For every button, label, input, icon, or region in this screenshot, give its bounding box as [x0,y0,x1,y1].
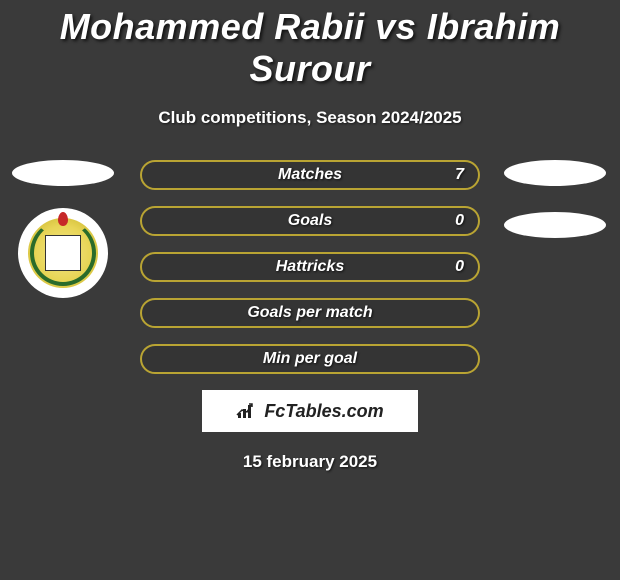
comparison-area: Matches 7 Goals 0 Hattricks 0 Goals per … [0,160,620,472]
stat-row-matches: Matches 7 [140,160,480,190]
stat-right-value: 0 [455,212,464,230]
stat-row-goals-per-match: Goals per match [140,298,480,328]
stat-label: Matches [278,166,342,184]
stat-label: Goals per match [247,304,372,322]
footer-date: 15 february 2025 [0,452,620,472]
wreath-icon [30,220,96,286]
club-badge-inner [28,218,98,288]
club-badge-placeholder [504,212,606,238]
stat-row-goals: Goals 0 [140,206,480,236]
stats-table: Matches 7 Goals 0 Hattricks 0 Goals per … [140,160,480,374]
player-photo-placeholder [504,160,606,186]
stat-right-value: 7 [455,166,464,184]
stat-label: Min per goal [263,350,357,368]
club-badge [18,208,108,298]
stat-label: Goals [288,212,332,230]
flame-icon [58,212,68,226]
page-title: Mohammed Rabii vs Ibrahim Surour [0,0,620,90]
stat-label: Hattricks [276,258,344,276]
brand-text: FcTables.com [264,401,383,422]
stat-row-hattricks: Hattricks 0 [140,252,480,282]
left-player-column [8,160,118,298]
brand-attribution: FcTables.com [202,390,418,432]
player-photo-placeholder [12,160,114,186]
right-player-column [500,160,610,238]
stat-right-value: 0 [455,258,464,276]
stat-row-min-per-goal: Min per goal [140,344,480,374]
page-subtitle: Club competitions, Season 2024/2025 [0,108,620,128]
bar-chart-icon [236,402,258,420]
